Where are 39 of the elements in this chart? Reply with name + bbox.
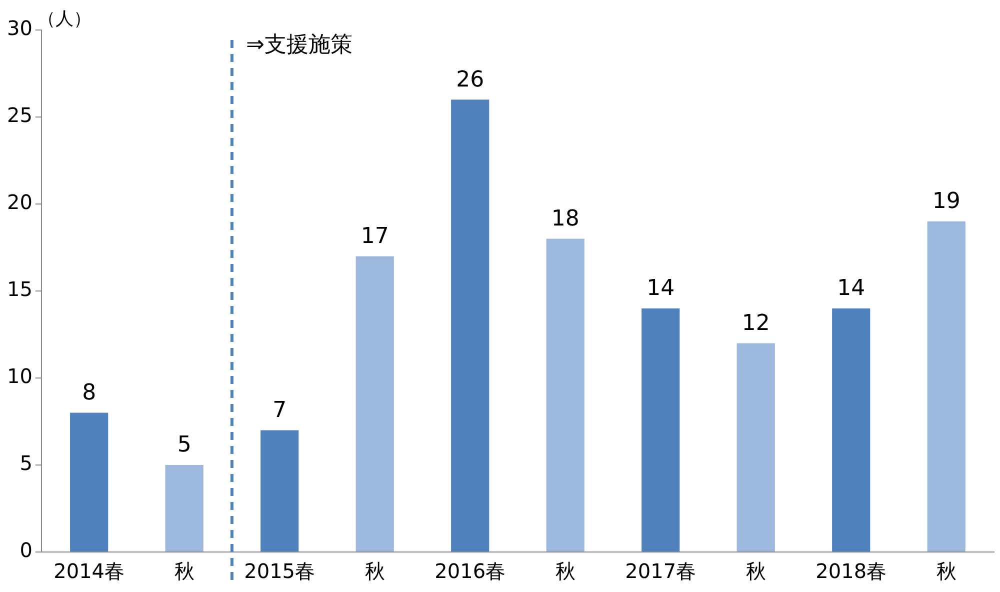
data-label: 7 bbox=[272, 398, 287, 423]
x-tick-label: 秋 bbox=[555, 559, 576, 584]
x-tick-label: 秋 bbox=[746, 559, 766, 584]
data-label: 14 bbox=[837, 276, 866, 302]
data-label: 17 bbox=[360, 224, 389, 249]
bar bbox=[451, 100, 490, 552]
x-tick-label: 2014春 bbox=[54, 559, 125, 584]
bar bbox=[736, 343, 775, 552]
data-label: 26 bbox=[456, 67, 484, 92]
data-label: 18 bbox=[551, 206, 580, 232]
x-tick-label: 秋 bbox=[174, 559, 194, 584]
y-tick-label: 25 bbox=[6, 103, 32, 128]
y-tick-label: 10 bbox=[6, 364, 32, 388]
bar bbox=[70, 412, 108, 552]
x-tick-label: 2016春 bbox=[434, 559, 506, 584]
bar bbox=[165, 465, 204, 552]
ref-line-label: ⇒支援施策 bbox=[246, 32, 352, 58]
x-tick-label: 2017春 bbox=[625, 559, 696, 584]
y-tick-label: 5 bbox=[20, 451, 32, 476]
x-tick-label: 2018春 bbox=[816, 559, 887, 584]
y-axis-title: （人） bbox=[37, 8, 92, 30]
x-tick-label: 2015春 bbox=[244, 559, 316, 584]
bar bbox=[260, 430, 299, 552]
x-tick-label: 秋 bbox=[936, 559, 956, 584]
y-tick-label: 30 bbox=[6, 16, 32, 40]
y-tick-label: 15 bbox=[6, 277, 32, 302]
bar bbox=[927, 221, 966, 552]
bar bbox=[546, 238, 584, 552]
data-label: 14 bbox=[646, 276, 675, 302]
x-tick-label: 秋 bbox=[364, 559, 385, 584]
y-tick-label: 20 bbox=[6, 190, 32, 214]
data-label: 5 bbox=[177, 432, 192, 458]
bar bbox=[832, 308, 870, 552]
data-label: 12 bbox=[742, 310, 770, 336]
data-label: 19 bbox=[932, 189, 960, 214]
bar bbox=[642, 308, 680, 552]
bar bbox=[356, 256, 394, 552]
y-tick-label: 0 bbox=[20, 538, 32, 562]
data-label: 8 bbox=[82, 380, 96, 406]
